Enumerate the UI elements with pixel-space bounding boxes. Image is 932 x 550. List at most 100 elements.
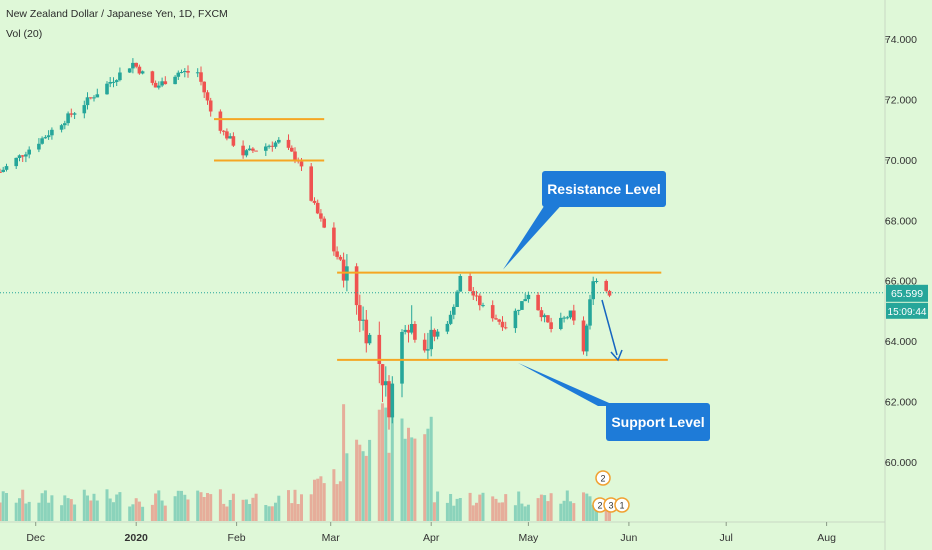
candle-body [422,339,427,351]
candle-body [390,383,395,418]
volume-bar [595,504,598,521]
resistance-callout-pointer [503,200,566,270]
volume-bar [251,497,255,521]
candle-body [377,334,382,364]
candle-body [594,281,599,282]
candle-body [85,97,90,106]
support-callout-box [606,403,710,441]
volume-bar [173,496,177,521]
volume-bar [163,505,167,521]
candle-body [455,291,459,307]
volume-bar [513,505,517,521]
candle-body [445,323,450,332]
volume-bar [274,502,277,521]
candle-body [536,294,540,311]
volume-bar [452,505,456,521]
candle-body [14,157,18,167]
candle-body [225,131,229,139]
candle-body [186,71,190,73]
volume-bar [504,494,508,521]
volume-bar [66,498,70,521]
volume-bar [86,495,89,521]
volume-bar [21,489,25,521]
candle-body [299,161,304,167]
volume-bar [377,409,381,521]
candle-body [387,381,391,418]
volume-bar [546,501,550,521]
candle-body [364,319,369,344]
x-tick-label: Feb [228,532,246,544]
volume-bar [400,418,404,521]
candle-body [426,349,430,351]
candle-body [591,281,595,300]
candle-body [380,364,385,386]
x-tick-label: Mar [322,532,341,544]
resistance-callout-label: Resistance Level [547,181,661,197]
resistance-callout-box [542,171,666,207]
volume-bar [112,502,115,521]
volume-bar [27,501,31,521]
candle-body [150,71,155,83]
volume-bar [287,490,290,521]
candle-body [264,146,268,151]
volume-bar [60,505,64,521]
candle-body [37,143,41,150]
candle-body [523,299,527,302]
volume-bar [248,504,252,521]
volume-bar [569,501,572,521]
y-tick-label: 72.000 [885,94,917,106]
volume-bar [604,503,608,521]
candle-body [315,202,320,214]
candle-body [539,310,544,318]
candle-body [251,148,255,151]
volume-bar [342,404,346,521]
symbol-title[interactable]: New Zealand Dollar / Japanese Yen, 1D, F… [6,8,228,20]
volume-indicator-label[interactable]: Vol (20) [6,28,43,40]
candle-body [338,256,343,260]
candle-body [500,321,505,328]
volume-bar [426,428,430,521]
volume-bar [137,501,141,521]
candle-body [497,319,501,322]
volume-bar [413,438,417,521]
x-tick-label: 2020 [125,532,149,544]
volume-bar [539,494,543,521]
volume-bar [82,489,86,521]
volume-bar [410,437,414,521]
countdown-label: 15:09:44 [888,307,927,318]
candle-body [335,251,339,257]
candle-body [429,329,433,350]
candle-body [134,62,138,67]
candle-body [585,325,589,352]
candle-body [89,97,93,99]
candle-body [581,320,586,352]
volume-bar [218,489,222,521]
volume-bar [501,502,504,521]
volume-bar [206,493,209,521]
candle-body [92,97,96,99]
volume-bar [209,494,213,521]
candle-body [384,381,388,386]
candle-body [17,155,22,158]
volume-bar [202,497,206,521]
candle-body [140,71,145,74]
volume-bar [186,499,190,521]
candle-body [559,317,563,329]
candle-body [341,259,346,281]
volume-bar [222,503,226,521]
volume-bar [491,496,495,521]
candle-body [403,329,407,332]
volume-bar [267,506,271,521]
volume-bar [50,495,54,521]
candle-body [565,317,570,319]
candle-body [228,136,232,139]
candle-body [247,148,252,151]
volume-bar [228,500,232,521]
candle-body [199,72,203,82]
event-marker-label: 3 [608,501,613,511]
candle-body [118,72,122,81]
volume-bar [300,494,303,521]
volume-bar [345,453,349,521]
